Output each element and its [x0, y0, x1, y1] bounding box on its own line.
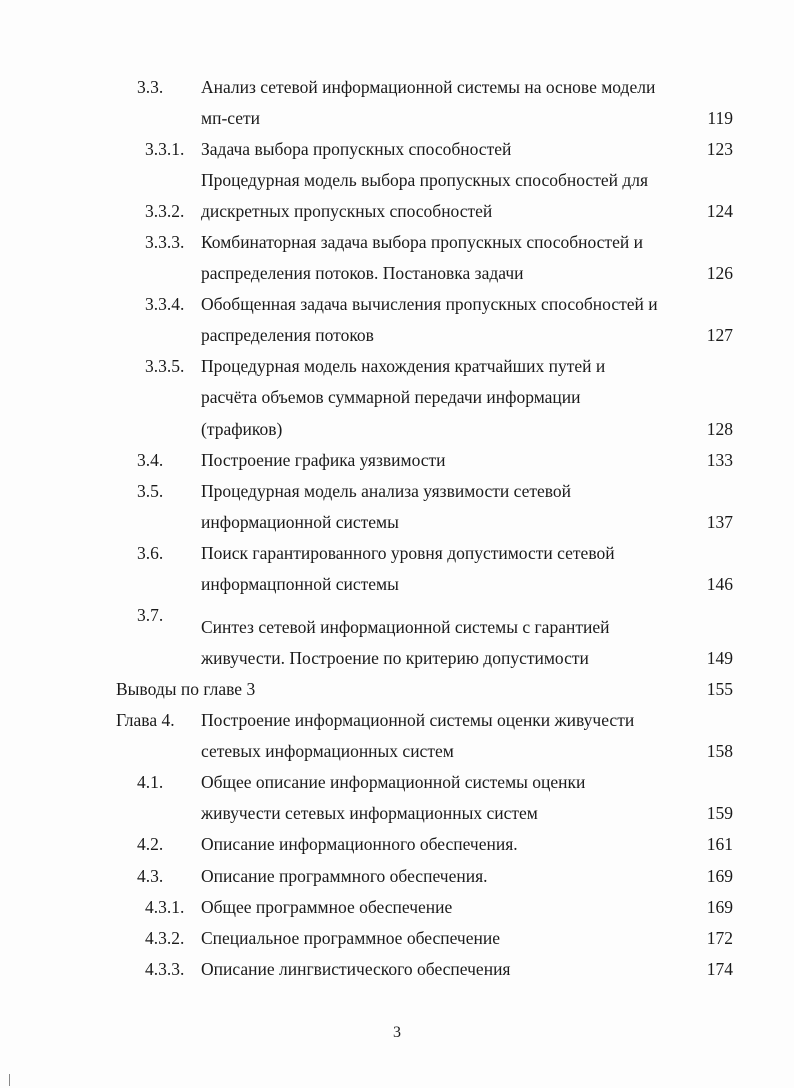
toc-line: живучести. Построение по критерию допуст… — [0, 647, 794, 669]
toc-line: 3.3. Анализ сетевой информационной систем… — [0, 76, 794, 98]
section-title: Процедурная модель выбора пропускных спо… — [201, 170, 649, 190]
page-ref: 169 — [706, 866, 733, 886]
section-title: Поиск гарантированного уровня допустимос… — [201, 543, 615, 563]
section-number: 3.3.3. — [145, 232, 185, 252]
section-title: Описание лингвистического обеспечения — [201, 959, 511, 979]
toc-line: информацпонной системы 146 — [0, 573, 794, 595]
page-ref: 172 — [706, 928, 733, 948]
toc-line: Глава 4. Построение информационной систем… — [0, 709, 794, 731]
toc-line: распределения потоков 127 — [0, 324, 794, 346]
page-ref: 159 — [706, 803, 733, 823]
toc-line: распределения потоков. Постановка задачи… — [0, 262, 794, 284]
section-title: Анализ сетевой информационной системы на… — [201, 77, 656, 97]
section-title: сетевых информационных систем — [201, 741, 454, 761]
section-number: 3.3.5. — [145, 356, 185, 376]
toc-line: сетевых информационных систем 158 — [0, 740, 794, 762]
section-title: Выводы по главе 3 — [116, 679, 256, 699]
section-title: информационной системы — [201, 512, 399, 532]
page-ref: 128 — [706, 419, 733, 439]
section-number: 4.3.2. — [145, 928, 185, 948]
toc-line: 4.3.3. Описание лингвистического обеспече… — [0, 958, 794, 980]
toc-line: 3.3.3. Комбинаторная задача выбора пропус… — [0, 231, 794, 253]
section-title: Комбинаторная задача выбора пропускных с… — [201, 232, 643, 252]
toc-line: 3.6. Поиск гарантированного уровня допуст… — [0, 542, 794, 564]
section-title: мп-сети — [201, 108, 261, 128]
toc-line: расчёта объемов суммарной передачи инфор… — [0, 386, 794, 408]
section-number: 4.3.3. — [145, 959, 185, 979]
toc-line: 4.2. Описание информационного обеспечения… — [0, 833, 794, 855]
page-ref: 133 — [706, 450, 733, 470]
section-title: Описание программного обеспечения. — [201, 866, 488, 886]
section-title: Построение графика уязвимости — [201, 450, 446, 470]
toc-line: 3.3.1. Задача выбора пропускных способно… — [0, 138, 794, 160]
toc-line: Процедурная модель выбора пропускных спо… — [0, 169, 794, 191]
toc-line: 3.3.4. Обобщенная задача вычисления пропу… — [0, 293, 794, 315]
toc-line: 3.3.2. дискретных пропускных способностей… — [0, 200, 794, 222]
section-title: Задача выбора пропускных способностей — [201, 139, 512, 159]
page-ref: 161 — [706, 834, 733, 854]
section-title: Обобщенная задача вычисления пропускных … — [201, 294, 658, 314]
section-title: Специальное программное обеспечение — [201, 928, 500, 948]
toc-line: информационной системы 137 — [0, 511, 794, 533]
section-number: 3.3.4. — [145, 294, 185, 314]
section-title: живучести. Построение по критерию допуст… — [201, 648, 589, 668]
section-title: Описание информационного обеспечения. — [201, 834, 518, 854]
section-number: 3.3.2. — [145, 201, 185, 221]
toc-line: 4.1. Общее описание информационной систем… — [0, 771, 794, 793]
section-title: Построение информационной системы оценки… — [201, 710, 635, 730]
scan-artifact — [9, 1074, 10, 1086]
section-number: 4.1. — [137, 772, 164, 792]
page-ref: 158 — [706, 741, 733, 761]
toc-line: 4.3.1. Общее программное обеспечение 169 — [0, 896, 794, 918]
toc-line: 3.3.5. Процедурная модель нахождения крат… — [0, 355, 794, 377]
section-title: Процедурная модель анализа уязвимости се… — [201, 481, 572, 501]
page-number: 3 — [393, 1024, 401, 1041]
section-number: 3.5. — [137, 481, 164, 501]
section-title: распределения потоков — [201, 325, 374, 345]
page-ref: 119 — [707, 108, 733, 128]
page-ref: 137 — [706, 512, 733, 532]
page-ref: 169 — [706, 897, 733, 917]
section-number: 4.2. — [137, 834, 164, 854]
page-ref: 127 — [706, 325, 733, 345]
toc-line: живучести сетевых информационных систем 1… — [0, 802, 794, 824]
section-number: 4.3. — [137, 866, 164, 886]
section-title: живучести сетевых информационных систем — [201, 803, 538, 823]
toc-line: 3.7. Синтез сетевой информационной систем… — [0, 605, 794, 638]
section-number: 3.4. — [137, 450, 164, 470]
page-ref: 146 — [706, 574, 733, 594]
section-title: Общее программное обеспечение — [201, 897, 453, 917]
section-title: Общее описание информационной системы оц… — [201, 772, 586, 792]
section-number: Глава 4. — [116, 710, 175, 730]
section-number: 4.3.1. — [145, 897, 185, 917]
toc-line: Выводы по главе 3 155 — [0, 678, 794, 700]
toc-line: 3.4. Построение графика уязвимости 133 — [0, 449, 794, 471]
section-number: 3.3. — [137, 77, 164, 97]
page-ref: 126 — [706, 263, 733, 283]
section-number: 3.6. — [137, 543, 164, 563]
toc-line: 4.3. Описание программного обеспечения. 16… — [0, 865, 794, 887]
toc-line: 3.5. Процедурная модель анализа уязвимост… — [0, 480, 794, 502]
page-ref: 174 — [706, 959, 733, 979]
page-ref: 149 — [706, 648, 733, 668]
section-title: информацпонной системы — [201, 574, 399, 594]
toc-line: (трафиков) 128 — [0, 418, 794, 440]
page-ref: 155 — [706, 679, 733, 699]
section-title: дискретных пропускных способностей — [201, 201, 493, 221]
toc-line: 4.3.2. Специальное программное обеспечени… — [0, 927, 794, 949]
section-number: 3.3.1. — [145, 139, 185, 159]
section-title: Процедурная модель нахождения кратчайших… — [201, 356, 606, 376]
toc-line: мп-сети 119 — [0, 107, 794, 129]
section-title: расчёта объемов суммарной передачи инфор… — [201, 387, 581, 407]
section-number: 3.7. — [137, 605, 164, 625]
section-title: (трафиков) — [201, 419, 283, 439]
page-ref: 123 — [706, 139, 733, 159]
section-title: распределения потоков. Постановка задачи — [201, 263, 524, 283]
page-ref: 124 — [706, 201, 733, 221]
section-title: Синтез сетевой информационной системы с … — [201, 617, 610, 637]
